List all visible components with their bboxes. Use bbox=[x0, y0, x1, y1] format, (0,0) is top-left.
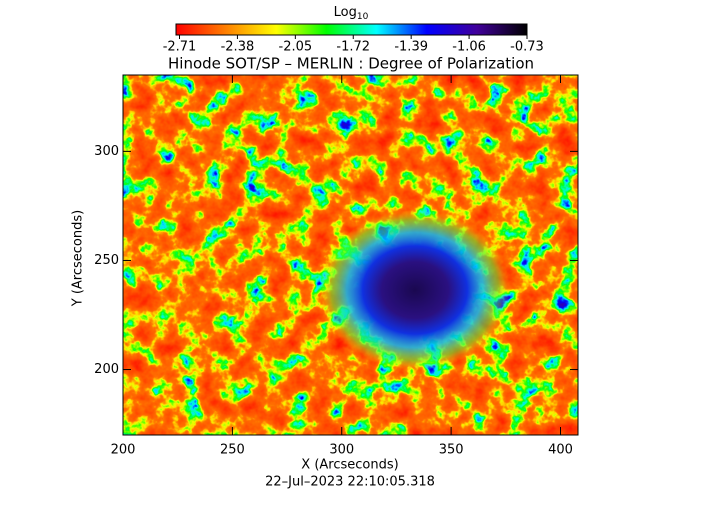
colorbar-label-sub: 10 bbox=[357, 12, 369, 22]
colorbar-label-main: Log bbox=[334, 5, 357, 20]
colorbar bbox=[175, 23, 528, 36]
colorbar-tick-label: -2.71 bbox=[163, 40, 197, 55]
sunspot bbox=[320, 210, 510, 370]
colorbar-tick-label: -2.38 bbox=[221, 40, 255, 55]
y-tick-label: 200 bbox=[94, 362, 119, 377]
x-tick-label: 400 bbox=[548, 443, 573, 458]
y-tick-label: 250 bbox=[94, 253, 119, 268]
heatmap-image bbox=[123, 75, 578, 435]
x-tick-label: 200 bbox=[111, 443, 136, 458]
y-axis-label: Y (Arcseconds) bbox=[71, 210, 86, 307]
colorbar-tick-label: -1.06 bbox=[452, 40, 486, 55]
x-tick-label: 250 bbox=[220, 443, 245, 458]
colorbar-tick-label: -2.05 bbox=[279, 40, 313, 55]
y-tick-label: 300 bbox=[94, 144, 119, 159]
colorbar-tick-label: -1.72 bbox=[336, 40, 370, 55]
footer-date: 22–Jul–2023 22:10:05.318 bbox=[265, 475, 435, 490]
plot-frame bbox=[122, 74, 579, 436]
colorbar-label: Log10 bbox=[334, 5, 369, 22]
colorbar-tick-label: -1.39 bbox=[394, 40, 428, 55]
x-tick-label: 300 bbox=[329, 443, 354, 458]
chart-title: Hinode SOT/SP – MERLIN : Degree of Polar… bbox=[168, 55, 534, 73]
x-axis-label: X (Arcseconds) bbox=[301, 458, 398, 473]
colorbar-tick-label: -0.73 bbox=[510, 40, 544, 55]
x-tick-label: 350 bbox=[439, 443, 464, 458]
